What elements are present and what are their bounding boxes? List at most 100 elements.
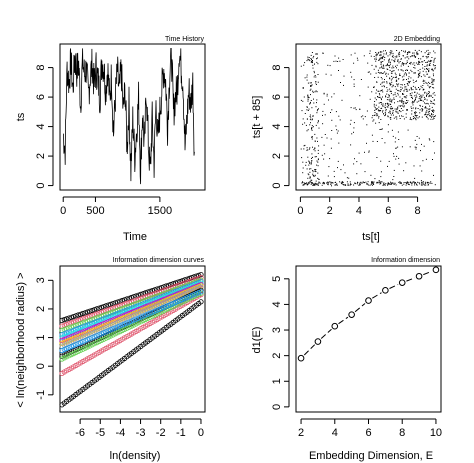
embedding-2d-point	[316, 112, 318, 114]
embedding-2d-point	[330, 181, 332, 183]
embedding-2d-point	[376, 81, 378, 83]
embedding-2d-point	[421, 184, 423, 186]
embedding-2d-point	[366, 142, 367, 144]
embedding-2d-point	[383, 67, 385, 69]
embedding-2d-point	[425, 71, 427, 73]
time-history-x-tick-label: 0	[60, 205, 66, 217]
embedding-2d-point	[373, 103, 375, 105]
embedding-2d-point	[357, 59, 359, 61]
embedding-2d-point	[391, 108, 393, 110]
embedding-2d-point	[343, 184, 344, 186]
embedding-2d-y-tick-label: 8	[271, 65, 283, 71]
embedding-2d-point	[400, 182, 402, 184]
embedding-2d-point	[404, 96, 406, 98]
embedding-2d-point	[404, 72, 406, 74]
embedding-2d-point	[306, 60, 308, 62]
embedding-2d-point	[432, 64, 434, 66]
embedding-2d-point	[414, 184, 416, 186]
embedding-2d-point	[344, 184, 346, 185]
curve-point	[163, 303, 169, 309]
embedding-2d-point	[426, 57, 428, 59]
embedding-2d-point	[414, 177, 416, 179]
information-dimension-curves-y-tick-label: -1	[35, 390, 47, 400]
embedding-2d-point	[388, 61, 390, 63]
embedding-2d-point	[312, 183, 314, 185]
embedding-2d-point	[414, 86, 416, 88]
embedding-2d-point	[389, 111, 391, 113]
embedding-2d-point	[406, 183, 407, 185]
embedding-2d-point	[405, 102, 407, 104]
embedding-2d-point	[396, 116, 398, 118]
embedding-2d-point	[386, 106, 388, 108]
embedding-2d-point	[402, 55, 404, 57]
embedding-2d-point	[350, 54, 352, 56]
embedding-2d-point	[308, 97, 310, 99]
embedding-2d-point	[353, 62, 355, 64]
embedding-2d-point	[390, 53, 392, 55]
embedding-2d-point	[381, 82, 383, 84]
embedding-2d-point	[408, 82, 410, 84]
embedding-2d-point	[407, 183, 409, 185]
embedding-2d-point	[311, 84, 313, 86]
embedding-2d-point	[302, 87, 304, 89]
embedding-2d-point	[394, 102, 395, 104]
embedding-2d-point	[378, 59, 380, 61]
embedding-2d-point	[383, 113, 384, 115]
embedding-2d-point	[415, 94, 417, 96]
embedding-2d-point	[400, 100, 402, 102]
embedding-2d-point	[430, 86, 432, 88]
embedding-2d-point	[384, 184, 386, 186]
embedding-2d-point	[379, 72, 381, 74]
curve-point	[184, 294, 190, 301]
embedding-2d-point	[317, 159, 319, 161]
embedding-2d-point	[406, 54, 408, 55]
embedding-2d-point	[424, 98, 426, 100]
embedding-2d-point	[428, 70, 430, 72]
embedding-2d-point	[421, 143, 422, 145]
embedding-2d-point	[408, 58, 410, 60]
embedding-2d-point	[409, 146, 411, 148]
embedding-2d-point	[431, 60, 433, 62]
embedding-2d-point	[338, 57, 340, 59]
embedding-2d-point	[417, 53, 419, 55]
embedding-2d-point	[425, 116, 427, 117]
embedding-2d-point	[424, 91, 426, 93]
embedding-2d-point	[383, 81, 385, 83]
embedding-2d-point	[308, 181, 310, 183]
embedding-2d-point	[404, 51, 406, 53]
embedding-2d-point	[433, 141, 435, 143]
embedding-2d-point	[330, 182, 332, 184]
curve-point	[77, 347, 84, 353]
embedding-2d-point	[418, 74, 419, 75]
embedding-2d-point	[433, 92, 435, 94]
embedding-2d-point	[375, 52, 377, 53]
embedding-2d-point	[409, 117, 411, 119]
embedding-2d-point	[418, 49, 420, 51]
curve-point	[108, 327, 114, 333]
embedding-2d-point	[433, 80, 435, 82]
embedding-2d-point	[383, 184, 385, 186]
embedding-2d-point	[300, 99, 302, 101]
embedding-2d-point	[308, 182, 310, 184]
embedding-2d-point	[375, 66, 377, 68]
embedding-2d-point	[409, 119, 411, 120]
embedding-2d-point	[336, 183, 338, 185]
embedding-2d-point	[402, 115, 404, 117]
curve-point	[198, 271, 204, 278]
embedding-2d-point	[415, 107, 417, 109]
embedding-2d-point	[337, 130, 339, 132]
embedding-2d-point	[398, 90, 400, 92]
embedding-2d-point	[348, 177, 350, 179]
embedding-2d-point	[429, 76, 431, 78]
embedding-2d-point	[388, 99, 390, 101]
embedding-2d-point	[424, 92, 426, 94]
embedding-2d-point	[425, 62, 427, 63]
embedding-2d-point	[401, 184, 403, 186]
embedding-2d-point	[335, 181, 337, 183]
embedding-2d-point	[401, 84, 403, 86]
embedding-2d-point	[392, 85, 394, 87]
embedding-2d-point	[404, 57, 406, 59]
embedding-2d-point	[315, 81, 317, 82]
embedding-2d-point	[396, 56, 398, 58]
embedding-2d-point	[379, 96, 381, 98]
